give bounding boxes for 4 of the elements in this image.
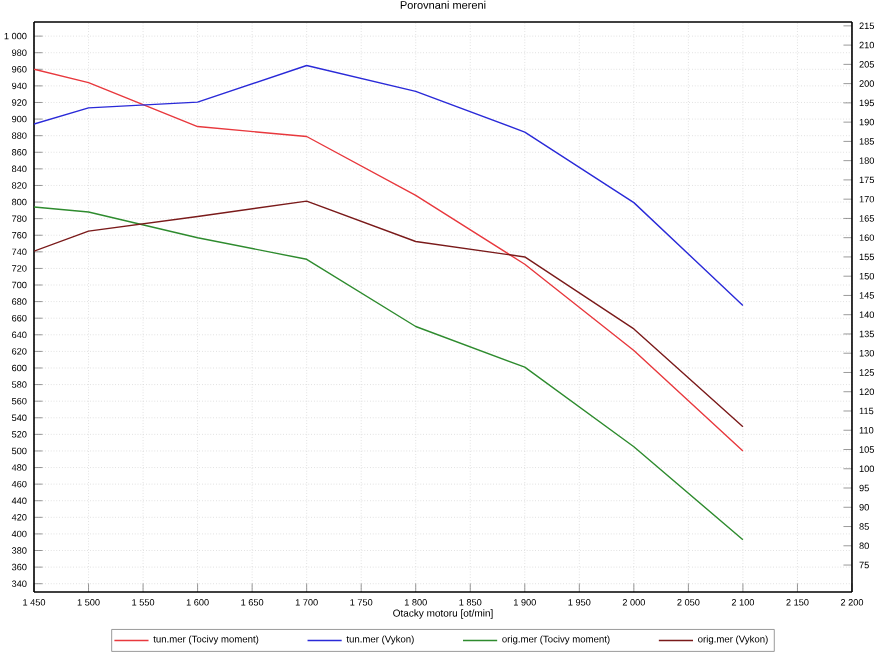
line-series xyxy=(34,200,744,428)
line-series xyxy=(34,206,744,541)
line-series xyxy=(34,64,744,307)
line-series xyxy=(34,68,744,452)
